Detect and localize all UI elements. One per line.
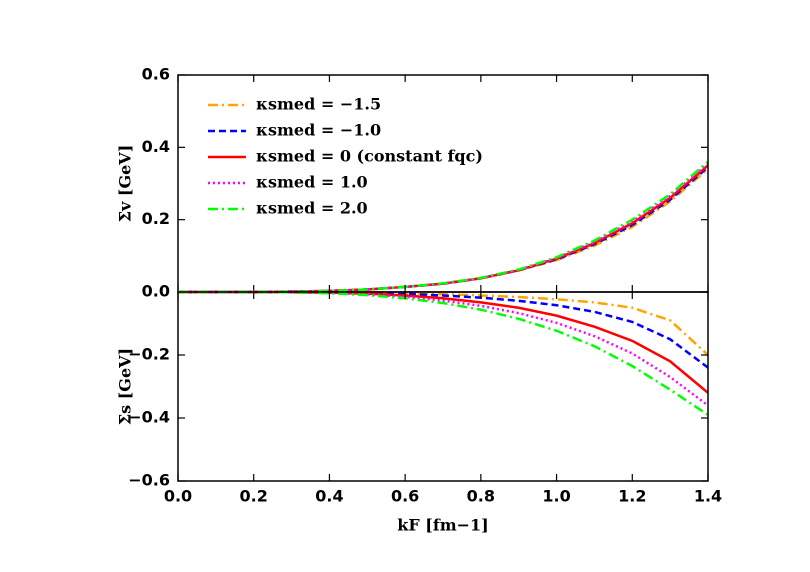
legend-label: κsmed = 0 (constant fqc) bbox=[256, 147, 483, 166]
y-tick-label: 0.0 bbox=[142, 282, 170, 301]
x-tick-label: 0.4 bbox=[315, 487, 343, 506]
series-line bbox=[178, 290, 709, 394]
y-axis-label: Σs [GeV] bbox=[116, 348, 135, 425]
y-tick-label: 0.4 bbox=[142, 137, 170, 156]
y-tick-label: −0.6 bbox=[128, 471, 170, 490]
series-line bbox=[178, 290, 709, 416]
x-tick-label: 0.6 bbox=[391, 487, 419, 506]
y-tick-label: 0.2 bbox=[142, 209, 170, 228]
x-tick-label: 1.2 bbox=[618, 487, 646, 506]
legend-label: κsmed = 1.0 bbox=[256, 173, 368, 192]
plot-frame bbox=[177, 291, 709, 482]
x-axis-label: kF [fm−1] bbox=[397, 516, 489, 535]
x-tick-label: 0.2 bbox=[240, 487, 268, 506]
x-tick-label: 1.4 bbox=[694, 487, 722, 506]
y-axis-label: Σv [GeV] bbox=[116, 145, 135, 223]
y-tick-label: −0.2 bbox=[128, 345, 170, 364]
series-line bbox=[178, 290, 709, 407]
x-tick-label: 0.8 bbox=[467, 487, 495, 506]
x-tick-label: 0.0 bbox=[164, 487, 192, 506]
legend-label: κsmed = 2.0 bbox=[256, 199, 368, 218]
y-tick-label: 0.6 bbox=[142, 65, 170, 84]
y-tick-label: −0.4 bbox=[128, 408, 170, 427]
legend-label: κsmed = −1.0 bbox=[256, 121, 381, 140]
x-tick-label: 1.0 bbox=[542, 487, 570, 506]
legend-label: κsmed = −1.5 bbox=[256, 95, 381, 114]
